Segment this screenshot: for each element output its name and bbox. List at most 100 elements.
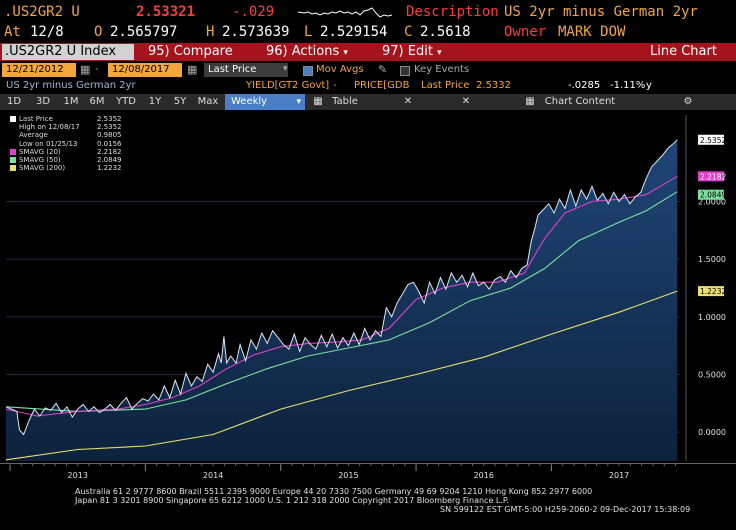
close-icon[interactable]: ✕ xyxy=(403,96,413,107)
range-tabs: 1D 3D 1M 6M YTD 1Y 5Y Max Weekly ▾ ▦ Tab… xyxy=(0,94,736,110)
legend-item: SMAVG (200) 1.2232 xyxy=(10,164,122,172)
tab-1y[interactable]: 1Y xyxy=(148,96,162,107)
open-value: 2.565797 xyxy=(110,24,178,40)
close-label: C xyxy=(404,24,413,40)
last-value-marker-label: 2.2182 xyxy=(700,172,726,181)
start-date-input[interactable]: 12/21/2012 xyxy=(2,63,76,77)
at-value: 12/8 xyxy=(30,24,64,40)
key-events-checkbox[interactable] xyxy=(400,66,410,76)
x-tick-label: 2016 xyxy=(474,471,494,480)
legend-label: SMAVG (20) xyxy=(19,147,61,156)
edit-label: Edit xyxy=(407,44,433,59)
calendar-icon[interactable]: ▦ xyxy=(80,63,91,76)
quote-header-line1: .US2GR2 U 2.53321 -.029 Description US 2… xyxy=(0,2,736,22)
y-tick-label: 0.5000 xyxy=(698,371,726,380)
legend-item: SMAVG (20) 2.2182 xyxy=(10,148,122,156)
yield-label: YIELD[GT2 Govt] xyxy=(246,80,330,91)
legend-swatch xyxy=(10,165,16,172)
chart-legend: Last Price 2.5352 High on 12/08/17 2.5352 Av… xyxy=(10,115,122,172)
series-title: US 2yr minus German 2yr xyxy=(6,80,136,91)
legend-value: 2.5352 xyxy=(97,115,122,123)
date-controls: 12/21/2012 ▦ - 12/08/2017 ▦ Last Price ▾… xyxy=(0,62,736,78)
actions-dropdown-icon: ▾ xyxy=(343,48,348,58)
y-tick-label: 1.0000 xyxy=(698,313,726,322)
chevron-down-icon: ▾ xyxy=(296,97,301,107)
frequency-label: Weekly xyxy=(231,96,268,107)
tab-6m[interactable]: 6M xyxy=(89,96,105,107)
mov-avgs-label: Mov Avgs xyxy=(316,64,364,75)
last-price-label: Last Price xyxy=(421,80,470,91)
x-tick-label: 2015 xyxy=(338,471,358,480)
legend-value: 0.9805 xyxy=(97,131,122,140)
frequency-select[interactable]: Weekly ▾ xyxy=(225,94,305,110)
legend-value: 2.2182 xyxy=(97,147,122,156)
end-date-input[interactable]: 12/08/2017 xyxy=(108,63,182,77)
function-toolbar: .US2GR2 U Index 95) Compare 96) Actions … xyxy=(0,43,736,61)
tab-3d[interactable]: 3D xyxy=(35,96,51,107)
security-field[interactable]: .US2GR2 U Index xyxy=(2,44,134,60)
legend-swatch xyxy=(10,116,16,122)
table-icon[interactable]: ▦ xyxy=(313,96,323,107)
y-tick-label: 2.0000 xyxy=(698,198,726,207)
tab-1d[interactable]: 1D xyxy=(6,96,22,107)
gear-icon[interactable]: ⚙ xyxy=(683,96,693,107)
sparkline-icon xyxy=(298,7,393,18)
chart-content-button[interactable]: Chart Content xyxy=(544,96,616,107)
last-price-value: 2.5332 xyxy=(476,80,511,91)
resize-icon[interactable]: ✕ xyxy=(461,96,471,107)
last-value-marker-label: 2.5352 xyxy=(700,136,726,145)
open-label: O xyxy=(94,24,103,40)
low-value: 2.529154 xyxy=(320,24,388,40)
last-value: 2.53321 xyxy=(136,4,196,20)
tab-max[interactable]: Max xyxy=(197,96,219,107)
tab-5y[interactable]: 5Y xyxy=(173,96,187,107)
minus-sign: - xyxy=(333,80,337,91)
compare-button[interactable]: 95) Compare xyxy=(148,43,246,61)
x-tick-label: 2017 xyxy=(609,471,629,480)
y-tick-label: 0.0000 xyxy=(698,428,726,437)
subtitle-change: -.0285 xyxy=(568,80,601,91)
legend-value: 0.0156 xyxy=(97,139,122,148)
low-label: L xyxy=(304,24,313,40)
x-tick-label: 2014 xyxy=(203,471,223,480)
legend-swatch xyxy=(10,157,16,164)
legend-label: SMAVG (200) xyxy=(19,164,66,173)
legend-label: High on 12/08/17 xyxy=(19,123,80,132)
legend-item: SMAVG (50) 2.0849 xyxy=(10,156,122,164)
subtitle-pct: -1.11% xyxy=(610,80,646,91)
tab-ytd[interactable]: YTD xyxy=(116,96,136,107)
chart-title-row: US 2yr minus German 2yr YIELD[GT2 Govt] … xyxy=(0,79,736,93)
tab-1m[interactable]: 1M xyxy=(63,96,79,107)
x-tick-label: 2013 xyxy=(68,471,88,480)
high-value: 2.573639 xyxy=(222,24,290,40)
sma20-line xyxy=(5,175,678,417)
chart-type-label: Line Chart xyxy=(650,44,717,59)
footer-session: SN 599122 EST GMT-5:00 H259-2060-2 09-De… xyxy=(440,505,691,514)
high-label: H xyxy=(206,24,215,40)
legend-item: Last Price 2.5352 xyxy=(10,115,122,123)
price-area xyxy=(6,139,678,462)
pencil-icon[interactable]: ✎ xyxy=(378,63,388,76)
table-button[interactable]: Table xyxy=(332,96,358,107)
edit-number: 97) xyxy=(382,44,404,59)
chevron-down-icon[interactable]: ▾ xyxy=(283,64,288,74)
description-label: Description xyxy=(406,4,499,20)
last-value-marker-label: 1.2232 xyxy=(700,287,726,296)
legend-value: 2.0849 xyxy=(97,156,122,165)
mov-avgs-checkbox[interactable] xyxy=(303,66,313,76)
edit-button[interactable]: 97) Edit ▾ xyxy=(382,43,462,61)
actions-button[interactable]: 96) Actions ▾ xyxy=(266,43,356,61)
key-events-label: Key Events xyxy=(414,64,470,75)
last-value-marker xyxy=(698,286,724,297)
change-value: -.029 xyxy=(232,4,275,20)
at-label: At xyxy=(4,24,21,40)
price-label: PRICE[GDB xyxy=(354,80,410,91)
y-tick-label: 1.5000 xyxy=(698,255,726,264)
security-field-text: .US2GR2 U Index xyxy=(5,44,117,59)
chart-content-icon[interactable]: ▦ xyxy=(525,96,535,107)
legend-item: Low on 01/25/13 0.0156 xyxy=(10,140,122,148)
legend-item: Average 0.9805 xyxy=(10,131,122,139)
calendar-icon[interactable]: ▦ xyxy=(187,63,198,76)
ticker-label: .US2GR2 U xyxy=(4,4,80,20)
price-field-select[interactable]: Last Price xyxy=(204,63,288,77)
